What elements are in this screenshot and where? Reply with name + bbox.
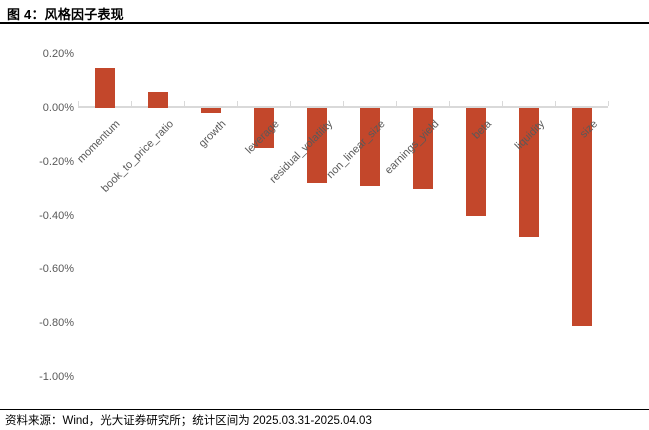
- footer-divider: [0, 409, 649, 410]
- bar-growth: [200, 108, 221, 114]
- x-axis-tick-mark: [343, 101, 344, 106]
- bar-non_linear_size: [359, 108, 380, 186]
- bar-beta: [465, 108, 486, 216]
- source-note: 资料来源：Wind，光大证券研究所；统计区间为 2025.03.31-2025.…: [5, 415, 372, 427]
- bar-leverage: [253, 108, 274, 149]
- x-axis-tick-mark: [290, 101, 291, 106]
- x-axis-tick-mark: [131, 101, 132, 106]
- bar-residual_volatility: [306, 108, 327, 184]
- zero-axis-line: [78, 106, 608, 108]
- y-axis-tick-label: 0.00%: [42, 102, 74, 114]
- category-label-text: growth: [197, 118, 229, 150]
- title-divider: [0, 22, 649, 24]
- x-axis-tick-mark: [237, 101, 238, 106]
- y-axis-tick-label: -0.60%: [39, 263, 74, 276]
- style-factor-bar-chart: 0.20% 0.00% -0.20% -0.40% -0.60% -0.80% -1.00%…: [0, 26, 649, 406]
- y-axis-tick-label: -0.80%: [39, 317, 74, 329]
- y-axis-tick-label: -0.20%: [39, 155, 74, 168]
- category-label-text: momentum: [75, 118, 123, 166]
- x-axis-tick-mark: [78, 101, 79, 106]
- y-axis-tick-label: -0.40%: [39, 209, 74, 222]
- x-axis-tick-mark: [449, 101, 450, 106]
- y-axis-tick-label: -1.00%: [39, 370, 74, 383]
- x-axis-tick-mark: [502, 101, 503, 106]
- bar-momentum: [94, 67, 115, 108]
- x-axis-tick-mark: [184, 101, 185, 106]
- y-axis-tick-label: 0.20%: [42, 48, 74, 61]
- figure-title: 图 4：风格因子表现: [7, 7, 124, 22]
- bar-size: [571, 108, 592, 326]
- x-axis-tick-mark: [608, 101, 609, 106]
- x-axis-tick-mark: [396, 101, 397, 106]
- bar-book_to_price_ratio: [147, 91, 168, 108]
- x-axis-tick-mark: [555, 101, 556, 106]
- bar-liquidity: [518, 108, 539, 237]
- bar-earnings_yield: [412, 108, 433, 189]
